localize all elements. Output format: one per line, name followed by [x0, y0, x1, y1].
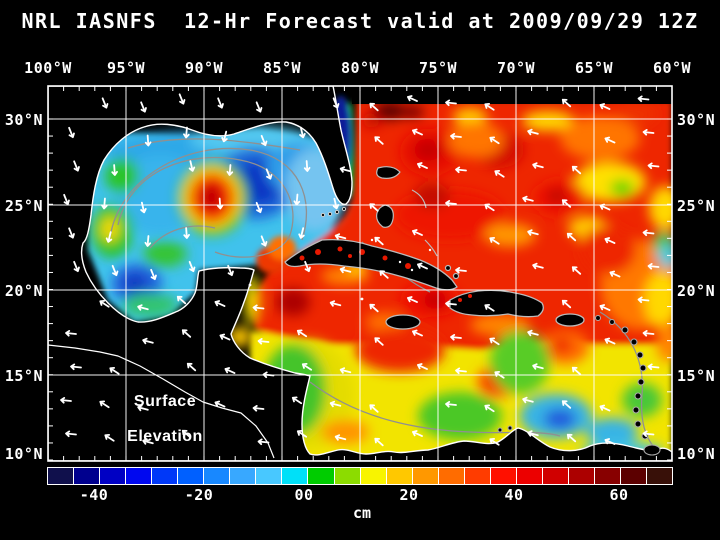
- lat-tick-label: 25°N: [4, 197, 43, 215]
- lat-tick-label: 10°N: [677, 445, 716, 463]
- islands-bahamas: [376, 166, 460, 280]
- colorbar-segment: [282, 468, 308, 484]
- colorbar-segment: [334, 468, 360, 484]
- colorbar-segment: [360, 468, 386, 484]
- wind-vector-icons: [60, 93, 660, 447]
- lat-tick-label: 20°N: [4, 282, 43, 300]
- lon-tick-label: 100°W: [24, 59, 72, 77]
- colorbar-tick-label: 00: [294, 486, 314, 504]
- colorbar-segment: [542, 468, 568, 484]
- lon-tick-label: 75°W: [418, 59, 458, 77]
- lat-tick-label: 20°N: [677, 282, 716, 300]
- lat-tick-label: 30°N: [4, 111, 43, 129]
- colorbar-segment: [308, 468, 334, 484]
- colorbar-segment: [256, 468, 282, 484]
- degree-ticks: [47, 86, 673, 461]
- colorbar-segment: [178, 468, 204, 484]
- colorbar-tick-label: -40: [79, 486, 109, 504]
- lat-tick-label: 15°N: [4, 367, 43, 385]
- lat-tick-label: 15°N: [677, 367, 716, 385]
- colorbar-segment: [48, 468, 74, 484]
- colorbar-tick-label: 20: [399, 486, 419, 504]
- colorbar-segment: [412, 468, 438, 484]
- island-puerto-rico: [555, 313, 585, 327]
- colorbar-segment: [568, 468, 594, 484]
- colorbar-unit-label: cm: [352, 504, 372, 522]
- colorbar-tick-label: 40: [504, 486, 524, 504]
- colorbar-segment: [386, 468, 412, 484]
- map-frame: [47, 85, 673, 462]
- colorbar-segment: [100, 468, 126, 484]
- colorbar-segment: [230, 468, 256, 484]
- colorbar-segment: [647, 468, 673, 484]
- colorbar-segment: [204, 468, 230, 484]
- ocean-field: [88, 96, 672, 461]
- colorbar-segment: [516, 468, 542, 484]
- lat-tick-label: 30°N: [677, 111, 716, 129]
- lon-tick-label: 60°W: [652, 59, 692, 77]
- colorbar-tick-label: -20: [184, 486, 214, 504]
- lon-tick-label: 70°W: [496, 59, 536, 77]
- islands-florida-keys: [320, 206, 347, 218]
- colorbar-tick-label: 60: [609, 486, 629, 504]
- islands-lesser-antilles: [497, 314, 661, 456]
- colorbar-segment: [490, 468, 516, 484]
- colorbar-segment: [74, 468, 100, 484]
- overlay-label-elevation: Elevation: [127, 428, 203, 445]
- colorbar: [47, 467, 673, 485]
- colorbar-segment: [594, 468, 621, 484]
- lat-tick-label: 25°N: [677, 197, 716, 215]
- small-island-dots: [248, 238, 432, 301]
- lon-tick-label: 65°W: [574, 59, 614, 77]
- island-hispaniola: [449, 289, 544, 318]
- lon-tick-label: 85°W: [262, 59, 302, 77]
- island-jamaica: [385, 314, 421, 330]
- colorbar-segment: [438, 468, 464, 484]
- lon-tick-label: 95°W: [106, 59, 146, 77]
- colorbar-segment: [152, 468, 178, 484]
- model-domain-boundary: [352, 86, 672, 104]
- colorbar-segment: [621, 468, 647, 484]
- overlay-label-surface: Surface: [133, 393, 197, 410]
- plot-title: NRL IASNFS 12-Hr Forecast valid at 2009/…: [21, 9, 699, 33]
- pacific-coastline: [48, 344, 275, 459]
- lat-tick-label: 10°N: [4, 445, 43, 463]
- lon-tick-label: 80°W: [340, 59, 380, 77]
- lon-tick-label: 90°W: [184, 59, 224, 77]
- inland-water-speckles: [299, 246, 472, 302]
- colorbar-segment: [126, 468, 152, 484]
- colorbar-segment: [464, 468, 490, 484]
